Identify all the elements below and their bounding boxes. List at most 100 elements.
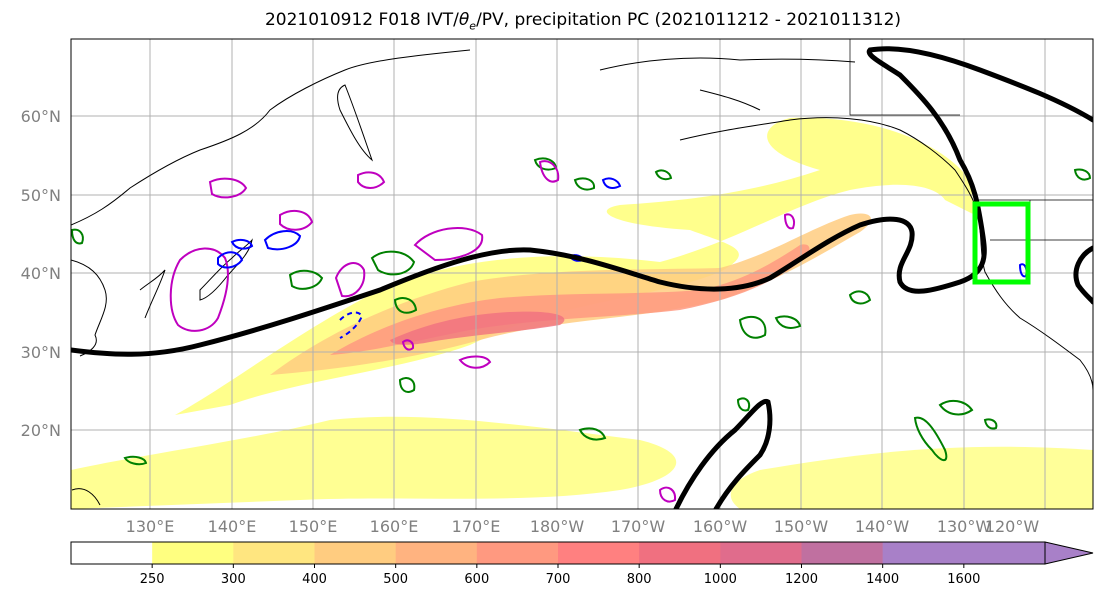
pv-contour [230, 238, 254, 250]
lon-label: 140°E [208, 517, 257, 536]
coast-asia [71, 49, 471, 357]
lat-label: 20°N [21, 421, 61, 440]
colorbar-tick-label: 1200 [785, 572, 818, 587]
lat-label: 50°N [21, 186, 61, 205]
map-layers [71, 39, 1093, 509]
ivt-band-250-east [730, 446, 1093, 509]
theta-contour [783, 213, 795, 230]
map-frame [70, 38, 1094, 510]
theta-contour [413, 227, 484, 262]
colorbar-cell [558, 542, 640, 564]
theta-contour [279, 209, 314, 231]
coast-alaska [599, 57, 979, 216]
title-suffix: /PV, precipitation PC (2021011212 - 2021… [476, 10, 902, 30]
colorbar-cells [71, 542, 1046, 564]
precip-contour [738, 315, 767, 339]
pv-contour [263, 230, 302, 251]
colorbar-extend-arrow [1044, 541, 1094, 565]
theta-contour [208, 177, 248, 199]
precip-contour [71, 228, 84, 245]
precip-contour [913, 416, 948, 462]
lat-label: 40°N [21, 264, 61, 283]
jet-contours [71, 46, 1093, 509]
ivt-band-250-south [71, 416, 677, 509]
coast-korea [139, 269, 166, 319]
colorbar-cell [233, 542, 315, 564]
lon-label: 120°W [985, 517, 1040, 536]
colorbar-tick-label: 400 [302, 572, 327, 587]
colorbar-cell [720, 542, 802, 564]
precip-contour [288, 269, 324, 290]
colorbar-ticks: 250 300 400 500 600 700 800 1000 1200 1400 1600 [140, 564, 980, 587]
lat-label: 30°N [21, 343, 61, 362]
precip-contour [654, 169, 673, 181]
colorbar-tick-label: 1400 [866, 572, 899, 587]
precip-contour [578, 427, 607, 441]
lat-labels: 60°N 50°N 40°N 30°N 20°N [21, 107, 61, 440]
jet-contour-main [71, 46, 1093, 357]
lon-labels: 130°E 140°E 150°E 160°E 170°E 180°W 170°… [126, 517, 1040, 536]
lon-label: 140°W [855, 517, 910, 536]
precip-contour [1073, 168, 1092, 181]
precip-contour [123, 455, 148, 466]
colorbar-cell [314, 542, 397, 564]
colorbar-tick-label: 1000 [704, 572, 737, 587]
colorbar: 250 300 400 500 600 700 800 1000 1200 1400 1600 [70, 541, 1094, 587]
pv-contour [217, 251, 244, 269]
colorbar-cell [963, 542, 1046, 564]
pv-contours [217, 177, 1028, 339]
chart-title: 2021010912 F018 IVT/θe/PV, precipitation… [0, 10, 1105, 32]
lon-label: 150°W [774, 517, 829, 536]
lon-label: 180°W [530, 517, 585, 536]
colorbar-tick-label: 300 [221, 572, 246, 587]
theta-contour [334, 262, 366, 298]
colorbar-tick-label: 800 [627, 572, 652, 587]
precip-contour [983, 418, 998, 430]
title-prefix: 2021010912 F018 IVT/ [264, 10, 459, 30]
lon-label: 160°W [693, 517, 748, 536]
ivt-shading [71, 117, 1093, 509]
colorbar-tick-label: 500 [383, 572, 408, 587]
ivt-band-1000 [390, 311, 565, 345]
precip-contour [398, 377, 416, 393]
colorbar-cell [882, 542, 965, 564]
precip-contour [848, 290, 872, 305]
pv-contour [339, 311, 364, 339]
pv-contour [601, 177, 622, 189]
coast-philippines [71, 488, 101, 506]
theta-contour [538, 160, 560, 183]
colorbar-cell [476, 542, 559, 564]
lon-label: 170°W [611, 517, 666, 536]
theta-contour [357, 171, 386, 189]
colorbar-cell [801, 542, 884, 564]
precip-contour [938, 399, 974, 416]
colorbar-tick-label: 250 [140, 572, 165, 587]
precip-contour [573, 177, 596, 191]
title-theta: θ [458, 10, 470, 30]
border-canada [849, 39, 1093, 270]
colorbar-cell [395, 542, 478, 564]
lat-label: 60°N [21, 107, 61, 126]
jet-contour-east [1073, 245, 1093, 305]
title-theta-sub: e [469, 19, 477, 33]
precip-contour [774, 315, 802, 329]
theta-contour [169, 247, 229, 332]
colorbar-cell [71, 542, 153, 564]
colorbar-tick-label: 700 [546, 572, 571, 587]
coast-kamchatka [337, 84, 374, 162]
theta-contour [658, 486, 677, 503]
jet-contour-south [673, 398, 773, 509]
precip-contour [393, 297, 418, 314]
colorbar-cell [639, 542, 721, 564]
lon-label: 130°E [126, 517, 175, 536]
theta-contours [169, 160, 795, 503]
colorbar-tick-label: 600 [464, 572, 489, 587]
colorbar-tick-label: 1600 [947, 572, 980, 587]
lon-label: 150°E [289, 517, 338, 536]
theta-contour [458, 355, 492, 369]
precip-contour [370, 250, 416, 276]
highlight-box [972, 201, 1031, 285]
precip-contours [71, 157, 1092, 466]
theta-contour [401, 339, 415, 351]
